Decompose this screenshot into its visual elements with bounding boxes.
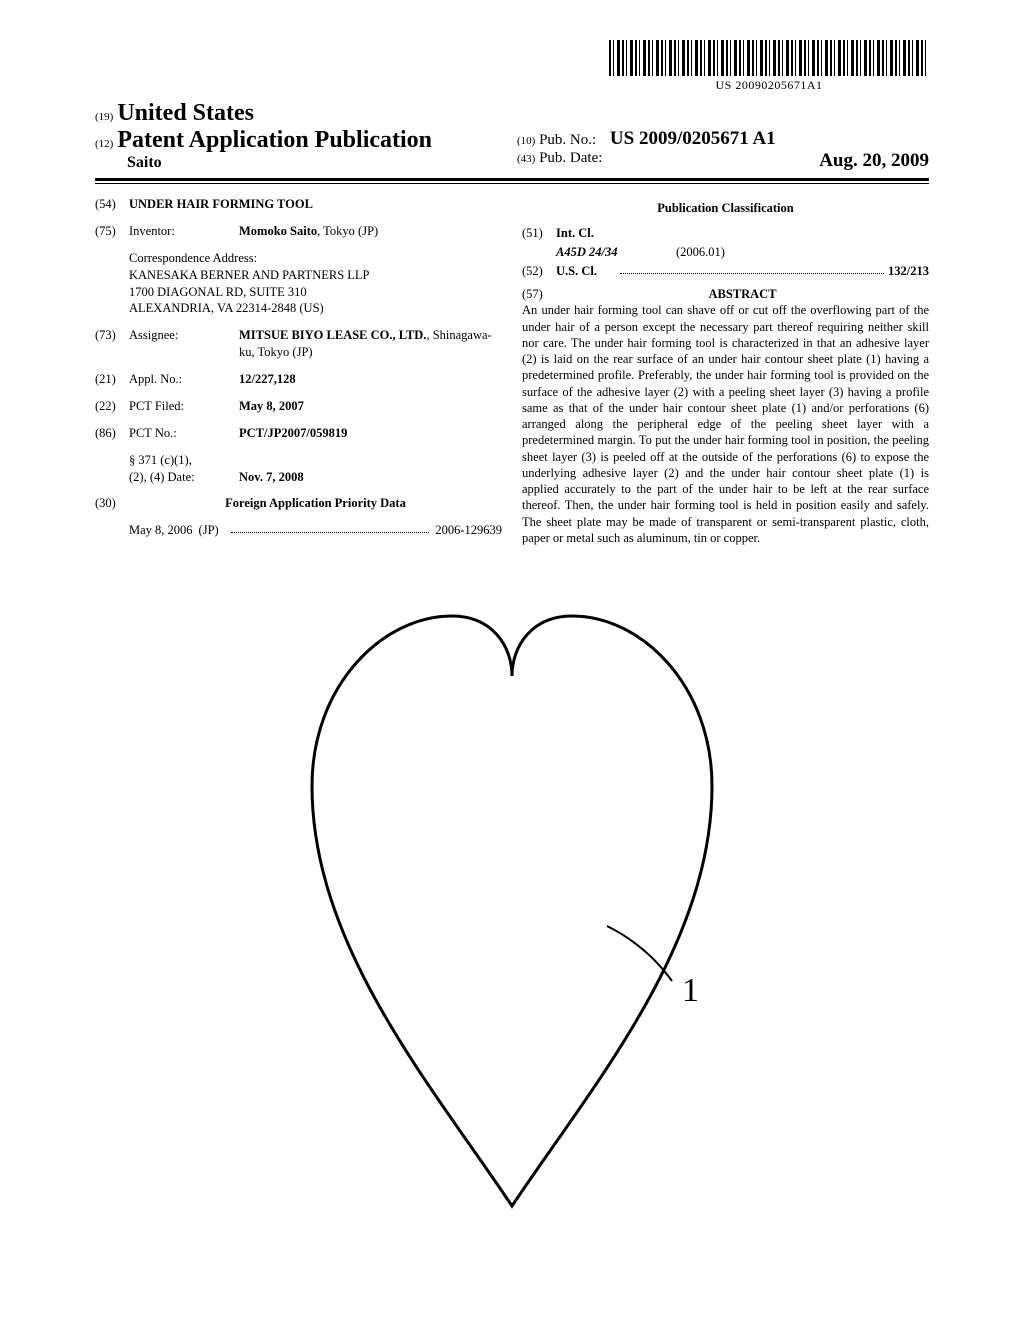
int-cl-main: A45D 24/34 (556, 244, 676, 261)
correspondence-line1: KANESAKA BERNER AND PARTNERS LLP (129, 267, 502, 284)
pub-date-label: Pub. Date: (539, 150, 602, 166)
inventor-name: Momoko Saito (239, 224, 317, 238)
s371-line1: § 371 (c)(1), (129, 452, 502, 469)
correspondence-address: Correspondence Address: KANESAKA BERNER … (129, 250, 502, 318)
us-cl-label: U.S. Cl. (556, 263, 616, 280)
pub-date: Aug. 20, 2009 (819, 150, 929, 172)
barcode-stripes (609, 40, 929, 76)
appl-no-label: Appl. No.: (129, 371, 239, 388)
code-10: (10) (517, 135, 535, 147)
code-86: (86) (95, 425, 129, 442)
classification-heading: Publication Classification (522, 200, 929, 217)
code-43: (43) (517, 153, 535, 165)
document-header: (19) United States (12) Patent Applicati… (95, 100, 929, 172)
s371-date: Nov. 7, 2008 (239, 469, 304, 486)
heart-outline (312, 616, 712, 1206)
int-cl-label: Int. Cl. (556, 225, 616, 242)
bibliographic-columns: (54) UNDER HAIR FORMING TOOL (75) Invent… (95, 196, 929, 546)
int-cl-year: (2006.01) (676, 244, 929, 261)
heart-figure: 1 (252, 566, 772, 1226)
publication-type: Patent Application Publication (117, 127, 432, 153)
code-30: (30) (95, 495, 129, 512)
s371-block: § 371 (c)(1), (2), (4) Date: Nov. 7, 200… (129, 452, 502, 486)
priority-country: (JP) (193, 522, 225, 539)
figure-area: 1 (95, 566, 929, 1231)
s371-line2: (2), (4) Date: (129, 469, 239, 486)
country: United States (117, 100, 254, 126)
code-51: (51) (522, 225, 556, 242)
priority-heading: Foreign Application Priority Data (129, 495, 502, 512)
pub-no: US 2009/0205671 A1 (600, 128, 776, 149)
appl-no: 12/227,128 (239, 371, 502, 388)
priority-date: May 8, 2006 (129, 522, 193, 539)
pct-no-label: PCT No.: (129, 425, 239, 442)
inventor-location: , Tokyo (JP) (317, 224, 378, 238)
abstract-heading: ABSTRACT (556, 286, 929, 303)
abstract-text: An under hair forming tool can shave off… (522, 302, 929, 546)
barcode-text: US 20090205671A1 (609, 78, 929, 93)
pct-filed-date: May 8, 2007 (239, 398, 502, 415)
code-12: (12) (95, 138, 113, 150)
left-column: (54) UNDER HAIR FORMING TOOL (75) Invent… (95, 196, 502, 546)
code-19: (19) (95, 111, 113, 123)
code-52: (52) (522, 263, 556, 280)
code-21: (21) (95, 371, 129, 388)
pub-no-label: Pub. No.: (539, 132, 596, 148)
rule-thin (95, 183, 929, 184)
priority-data-row: May 8, 2006 (JP) 2006-129639 (129, 522, 502, 539)
priority-dots (231, 522, 430, 533)
pct-filed-label: PCT Filed: (129, 398, 239, 415)
rule-thick (95, 178, 929, 181)
code-73: (73) (95, 327, 129, 361)
correspondence-label: Correspondence Address: (129, 250, 502, 267)
barcode-region: US 20090205671A1 (95, 40, 929, 94)
code-75: (75) (95, 223, 129, 240)
priority-app-no: 2006-129639 (435, 522, 502, 539)
us-cl-value: 132/213 (888, 263, 929, 280)
code-54: (54) (95, 196, 129, 213)
correspondence-line3: ALEXANDRIA, VA 22314-2848 (US) (129, 300, 502, 317)
us-cl-dots (620, 263, 884, 274)
code-22: (22) (95, 398, 129, 415)
right-column: Publication Classification (51) Int. Cl.… (522, 196, 929, 546)
inventor-label: Inventor: (129, 223, 239, 240)
reference-numeral: 1 (682, 972, 699, 1009)
assignee-name: MITSUE BIYO LEASE CO., LTD. (239, 328, 426, 342)
code-57: (57) (522, 286, 556, 303)
assignee-label: Assignee: (129, 327, 239, 361)
invention-title: UNDER HAIR FORMING TOOL (129, 196, 313, 213)
pct-no: PCT/JP2007/059819 (239, 425, 502, 442)
correspondence-line2: 1700 DIAGONAL RD, SUITE 310 (129, 284, 502, 301)
header-inventor-surname: Saito (95, 154, 507, 172)
